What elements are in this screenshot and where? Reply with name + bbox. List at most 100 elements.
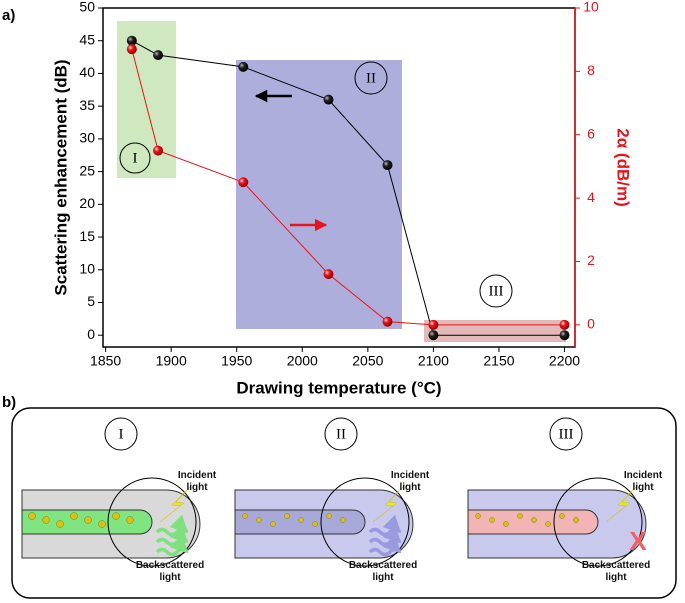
scatterer xyxy=(475,513,481,519)
data-point xyxy=(382,316,393,327)
x-tick-label: 1900 xyxy=(156,353,187,369)
panel-circle xyxy=(324,417,358,451)
y2-tick-label: 0 xyxy=(587,316,595,332)
data-point xyxy=(238,61,249,72)
scatterer xyxy=(42,516,50,524)
y-tick-label: 15 xyxy=(79,228,95,244)
y2-tick-label: 8 xyxy=(587,62,595,78)
y2-axis-label: 2α (dB/m) xyxy=(614,128,633,206)
data-point xyxy=(126,44,137,55)
panel-label: III xyxy=(559,426,574,442)
data-point xyxy=(323,269,334,280)
y2-tick-label: 10 xyxy=(583,0,599,15)
scatterer xyxy=(573,517,579,523)
x-tick-label: 2200 xyxy=(549,353,580,369)
y2-tick-label: 4 xyxy=(587,189,595,205)
y-tick-label: 25 xyxy=(79,162,95,178)
incident-label: Incident light xyxy=(177,470,217,493)
data-point xyxy=(153,145,164,156)
y2-tick-label: 6 xyxy=(587,125,595,141)
focus-circle xyxy=(107,477,197,567)
x-axis-label: Drawing temperature (°C) xyxy=(236,378,441,397)
data-point xyxy=(559,319,570,330)
scatterer xyxy=(340,517,346,523)
scatterer xyxy=(298,517,304,523)
scatterer xyxy=(312,521,318,527)
diagram-frame xyxy=(11,407,677,599)
data-point xyxy=(153,50,164,61)
panel-circle xyxy=(549,417,583,451)
data-point xyxy=(428,319,439,330)
region-ii xyxy=(236,60,402,329)
y-tick-label: 5 xyxy=(87,293,95,309)
data-point xyxy=(126,35,137,46)
scatterer xyxy=(489,517,495,523)
backscattered-label: Backscattered light xyxy=(135,560,205,583)
annotation: II xyxy=(366,70,376,86)
scatterer xyxy=(270,521,276,527)
scatterer xyxy=(242,513,248,519)
scatterer xyxy=(503,521,509,527)
scatterer xyxy=(559,513,565,519)
x-tick-label: 2000 xyxy=(287,353,318,369)
x-tick-label: 2150 xyxy=(483,353,514,369)
data-point xyxy=(238,177,249,188)
x-tick-label: 1850 xyxy=(90,353,121,369)
y-tick-label: 30 xyxy=(79,130,95,146)
scatterer xyxy=(126,516,134,524)
annotation-circle xyxy=(354,61,388,95)
data-point xyxy=(559,330,570,341)
scatterer xyxy=(56,520,64,528)
backscatter-wave xyxy=(368,534,402,557)
backscatter-wave xyxy=(155,534,189,557)
light-bolt xyxy=(372,484,406,523)
light-bolt xyxy=(159,484,193,523)
scatterer xyxy=(28,512,36,520)
panel-circle xyxy=(104,417,138,451)
x-tick-label: 1950 xyxy=(221,353,252,369)
incident-label: Incident light xyxy=(390,470,430,493)
data-point xyxy=(382,160,393,171)
x-tick-label: 2100 xyxy=(418,353,449,369)
x-tick-label: 2050 xyxy=(352,353,383,369)
region-iii xyxy=(424,320,566,342)
scatterer xyxy=(517,513,523,519)
y-tick-label: 0 xyxy=(87,326,95,342)
scatterer xyxy=(531,517,537,523)
scatterer xyxy=(284,513,290,519)
backscattered-label: Backscattered light xyxy=(348,560,418,583)
panel-label: I xyxy=(119,426,124,442)
y2-tick-label: 2 xyxy=(587,252,595,268)
panel-label: b) xyxy=(2,394,16,411)
y-tick-label: 50 xyxy=(79,0,95,15)
annotation-circle xyxy=(479,274,513,308)
data-point xyxy=(323,94,334,105)
focus-circle xyxy=(320,477,410,567)
annotation-circle xyxy=(119,142,151,174)
backscattered-label: Backscattered light xyxy=(581,560,651,583)
y-tick-label: 40 xyxy=(79,64,95,80)
annotations: I II III xyxy=(119,61,513,308)
focus-circle xyxy=(553,477,643,567)
incident-label: Incident light xyxy=(623,470,663,493)
scatterer xyxy=(112,512,120,520)
light-bolt xyxy=(605,484,639,523)
data-point xyxy=(428,330,439,341)
panel-label: II xyxy=(336,426,346,442)
y-tick-label: 45 xyxy=(79,31,95,47)
scatterer xyxy=(545,521,551,527)
region-i xyxy=(117,21,176,178)
annotation: I xyxy=(133,150,138,166)
no-backscatter-mark: X xyxy=(629,526,647,556)
y-tick-label: 35 xyxy=(79,97,95,113)
scatterer xyxy=(70,512,78,520)
scatterer xyxy=(326,513,332,519)
y-tick-label: 10 xyxy=(79,260,95,276)
panel-label: a) xyxy=(2,7,15,24)
scatterer xyxy=(84,516,92,524)
scatterer xyxy=(98,520,106,528)
annotation: III xyxy=(489,283,504,299)
y-tick-label: 20 xyxy=(79,195,95,211)
